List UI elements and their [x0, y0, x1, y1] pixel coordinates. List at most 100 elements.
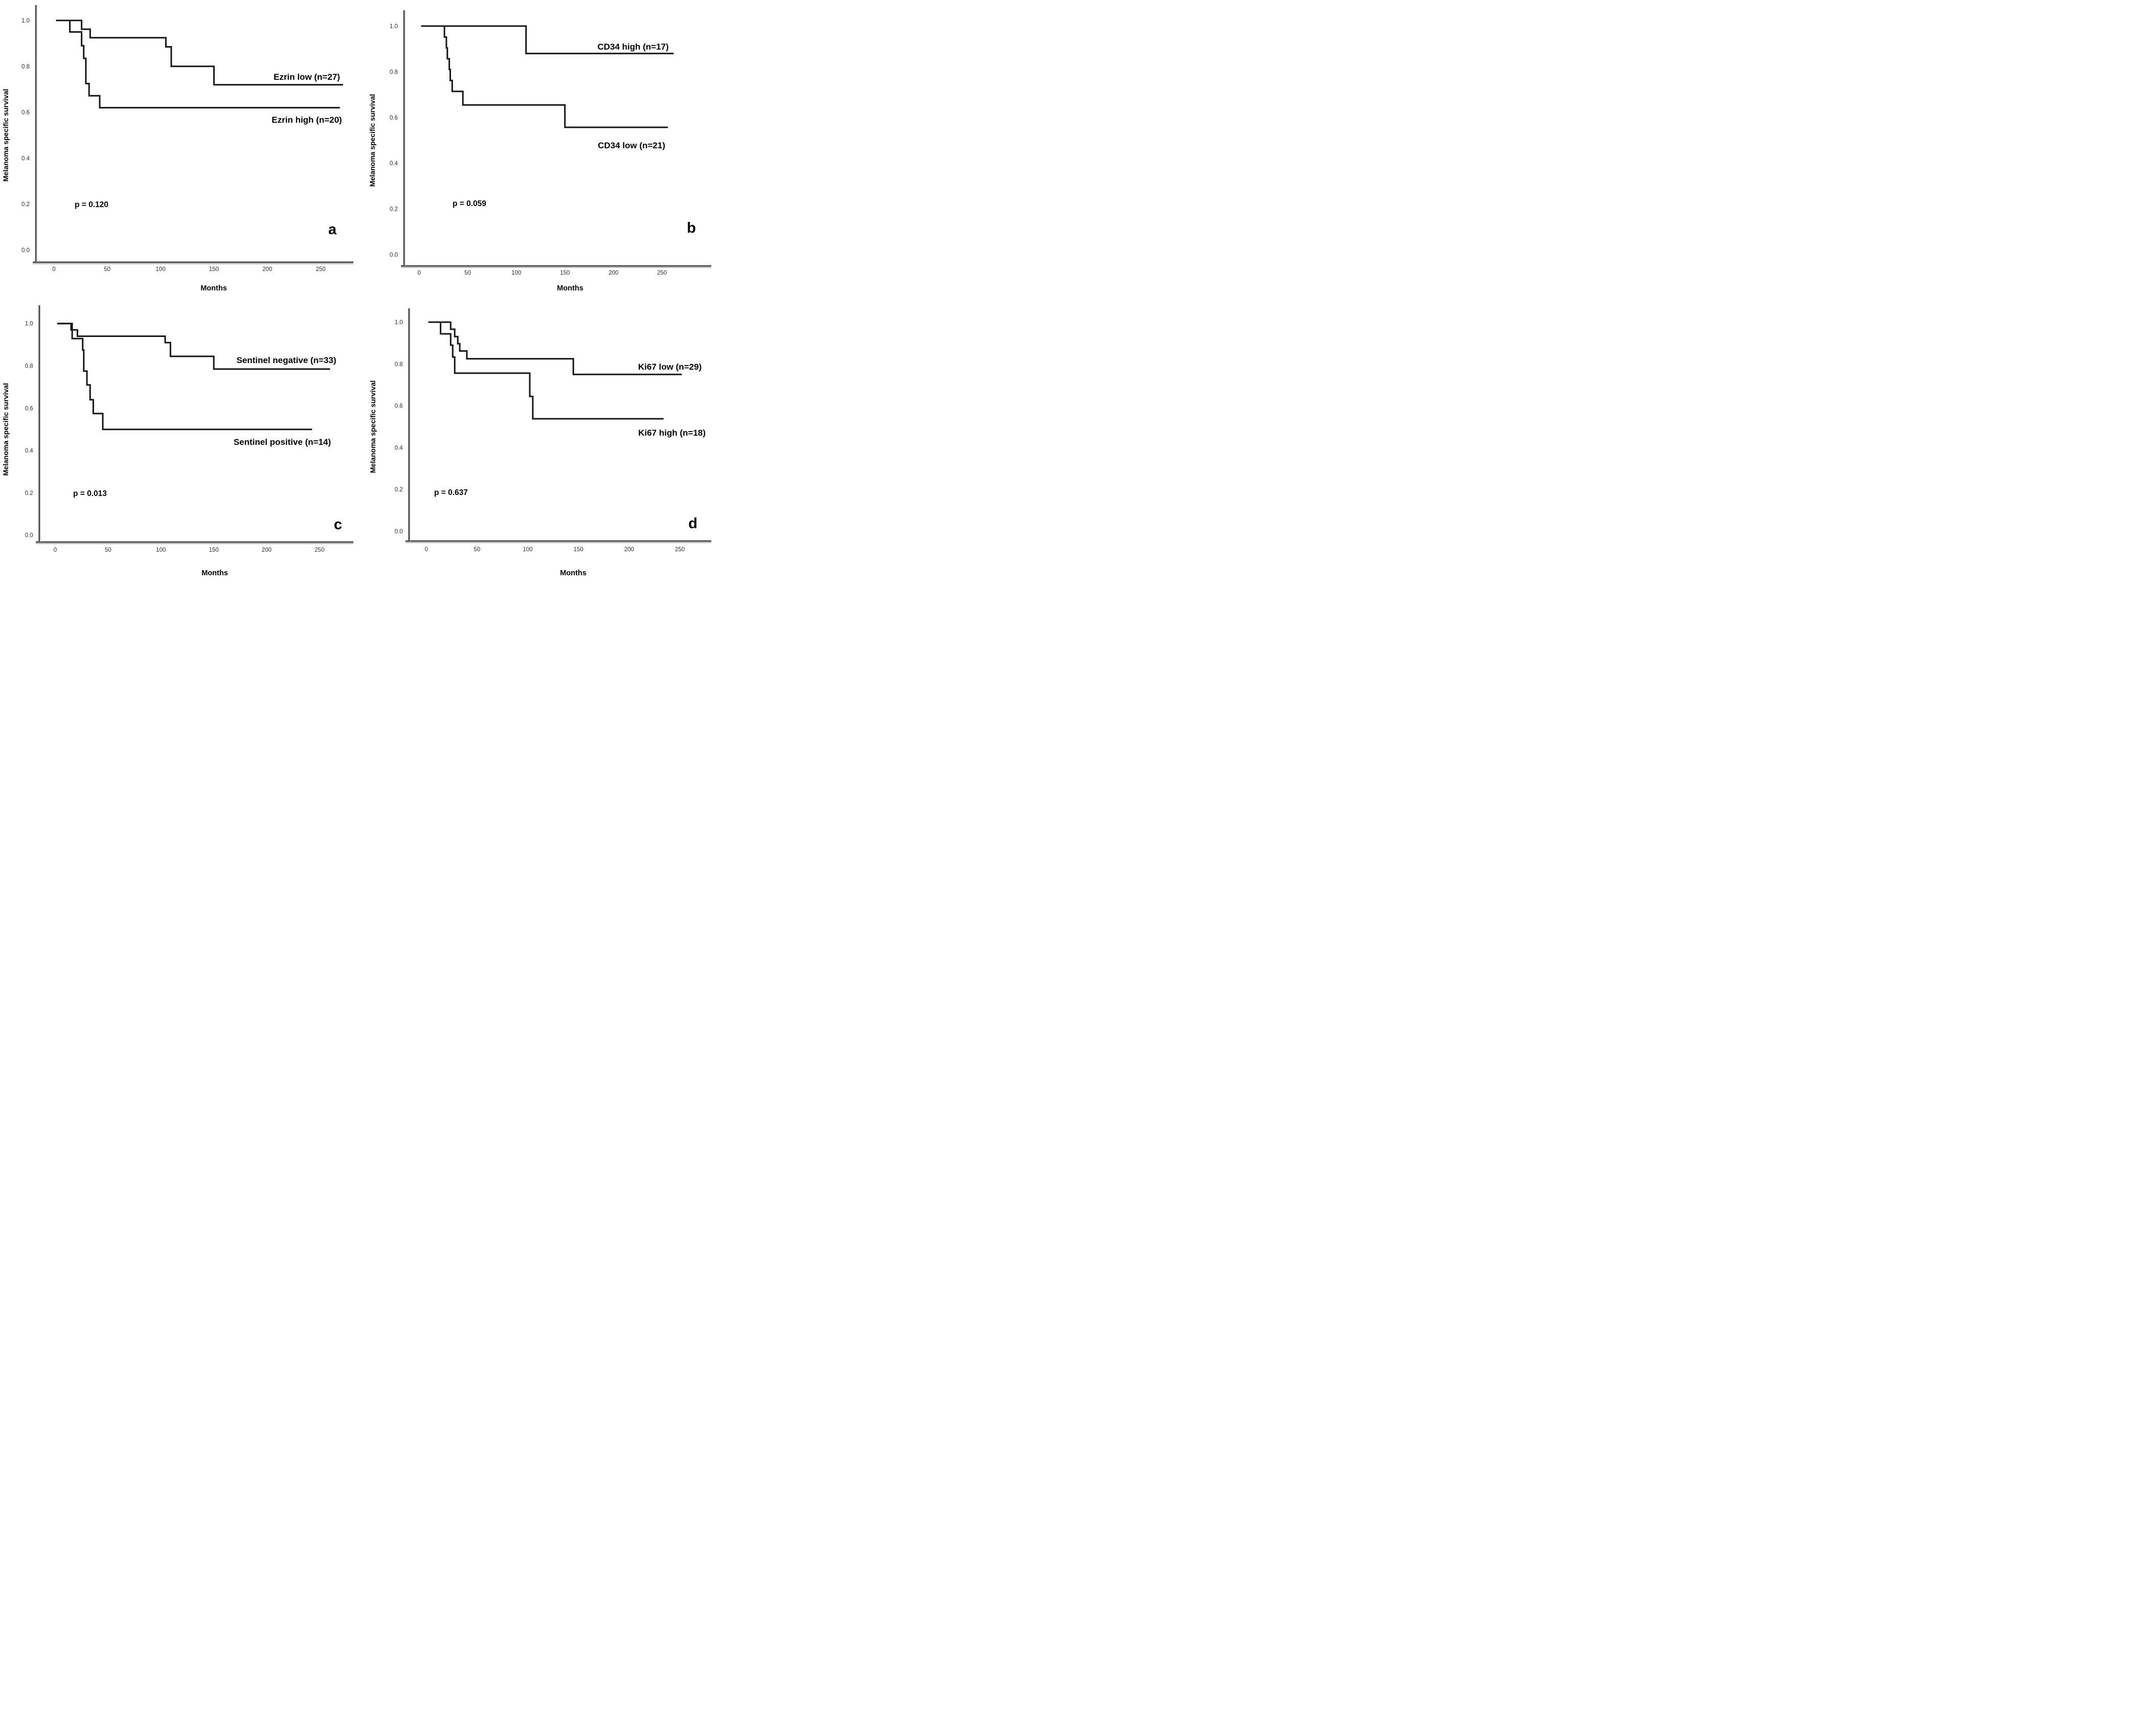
y-tick-label: 1.0 — [395, 320, 403, 326]
panel-d-chart: 1.0 0.8 0.6 0.4 0.2 0.0 0 50 100 150 200 250 Months M… — [369, 308, 711, 577]
panel-c-chart: 1.0 0.8 0.6 0.4 0.2 0.0 0 50 100 150 200 250 Months M… — [2, 305, 353, 577]
ki67-high-label: Ki67 high (n=18) — [638, 428, 706, 438]
y-tick-label: 1.0 — [25, 321, 33, 327]
x-tick-label: 100 — [156, 547, 166, 553]
x-tick-label: 50 — [474, 547, 480, 553]
y-tick-label: 0.4 — [21, 155, 30, 162]
y-axis-title: Melanoma specific survival — [369, 380, 377, 473]
x-axis — [401, 265, 711, 267]
cd34-low-label: CD34 low (n=21) — [598, 141, 665, 150]
y-tick-label: 0.2 — [25, 490, 33, 497]
x-axis-shadow — [401, 266, 711, 268]
cd34-low-curve — [421, 25, 668, 128]
p-value-label: p = 0.637 — [434, 488, 468, 497]
y-tick-label: 0.0 — [390, 252, 398, 258]
x-tick-label: 100 — [511, 270, 521, 276]
y-axis-title: Melanoma specific survival — [2, 383, 10, 476]
y-tick-label: 0.0 — [25, 533, 33, 539]
y-tick-label: 0.6 — [21, 110, 30, 116]
x-tick-label: 100 — [523, 547, 532, 553]
x-tick-label: 150 — [574, 547, 583, 553]
panel-a: 1.0 0.8 0.6 0.4 0.2 0.0 0 50 100 150 200 250 Months M… — [0, 0, 356, 295]
x-tick-label: 0 — [417, 270, 420, 276]
panel-c: 1.0 0.8 0.6 0.4 0.2 0.0 0 50 100 150 200 250 Months M… — [0, 295, 356, 579]
y-axis-shadow — [36, 5, 37, 262]
x-tick-label: 250 — [316, 266, 325, 273]
ezrin-low-label: Ezrin low (n=27) — [274, 72, 340, 82]
y-tick-label: 0.8 — [390, 69, 398, 75]
x-axis — [36, 541, 353, 543]
x-tick-label: 200 — [262, 547, 272, 553]
ezrin-high-curve — [56, 19, 340, 109]
y-axis-shadow — [39, 305, 41, 542]
sentinel-negative-label: Sentinel negative (n=33) — [236, 355, 336, 365]
x-axis — [33, 261, 353, 263]
panel-letter: d — [688, 515, 697, 532]
panel-b: 1.0 0.8 0.6 0.4 0.2 0.0 0 50 100 150 200 250 Months M… — [356, 0, 713, 295]
y-axis — [38, 305, 40, 542]
x-axis — [406, 540, 711, 542]
panel-letter: a — [328, 221, 337, 238]
ezrin-low-curve — [56, 19, 343, 86]
km-survival-figure: 1.0 0.8 0.6 0.4 0.2 0.0 0 50 100 150 200 250 Months M… — [0, 0, 713, 579]
cd34-high-label: CD34 high (n=17) — [597, 42, 668, 52]
y-axis — [35, 5, 37, 262]
y-axis-title: Melanoma specific survival — [2, 89, 10, 182]
y-tick-label: 0.2 — [390, 207, 398, 213]
x-tick-label: 250 — [675, 547, 685, 553]
x-tick-label: 0 — [424, 547, 427, 553]
x-tick-label: 250 — [657, 270, 667, 276]
x-axis-title: Months — [557, 284, 583, 292]
ezrin-high-label: Ezrin high (n=20) — [272, 115, 342, 125]
y-axis — [408, 308, 410, 541]
y-tick-label: 0.8 — [25, 364, 33, 370]
x-tick-label: 150 — [560, 270, 570, 276]
y-axis-shadow — [404, 10, 406, 266]
x-tick-label: 0 — [52, 266, 55, 273]
x-tick-label: 150 — [209, 266, 219, 273]
y-tick-label: 0.8 — [21, 64, 30, 70]
sentinel-positive-label: Sentinel positive (n=14) — [234, 437, 331, 447]
x-tick-label: 0 — [54, 547, 57, 553]
p-value-label: p = 0.013 — [73, 489, 107, 498]
ki67-high-curve — [428, 321, 664, 420]
y-tick-label: 0.2 — [395, 487, 403, 493]
x-axis-shadow — [33, 263, 353, 264]
y-tick-label: 0.2 — [21, 201, 30, 208]
x-tick-label: 200 — [262, 266, 272, 273]
y-tick-label: 0.6 — [395, 403, 403, 410]
y-tick-label: 0.4 — [390, 161, 398, 167]
x-tick-label: 200 — [609, 270, 618, 276]
panel-letter: c — [334, 516, 342, 533]
ki67-low-curve — [428, 321, 682, 375]
x-tick-label: 100 — [155, 266, 165, 273]
cd34-high-curve — [421, 25, 674, 55]
x-tick-label: 250 — [314, 547, 324, 553]
ki67-low-label: Ki67 low (n=29) — [638, 362, 702, 372]
x-axis-shadow — [36, 543, 353, 545]
x-tick-label: 200 — [624, 547, 634, 553]
x-tick-label: 50 — [104, 266, 110, 273]
x-axis-title: Months — [560, 569, 587, 577]
panel-a-chart: 1.0 0.8 0.6 0.4 0.2 0.0 0 50 100 150 200 250 Months M… — [2, 5, 353, 292]
x-axis-title: Months — [200, 284, 227, 292]
sentinel-positive-curve — [57, 323, 312, 431]
y-axis — [403, 10, 405, 266]
x-tick-label: 150 — [209, 547, 218, 553]
x-tick-label: 50 — [105, 547, 111, 553]
y-tick-label: 0.4 — [395, 445, 403, 451]
y-tick-label: 0.8 — [395, 362, 403, 368]
p-value-label: p = 0.120 — [75, 200, 108, 209]
y-axis-title: Melanoma specific survival — [368, 94, 376, 187]
y-tick-label: 0.6 — [25, 405, 33, 412]
panel-d: 1.0 0.8 0.6 0.4 0.2 0.0 0 50 100 150 200 250 Months M… — [356, 295, 713, 579]
y-tick-label: 0.4 — [25, 448, 34, 454]
panel-b-chart: 1.0 0.8 0.6 0.4 0.2 0.0 0 50 100 150 200 250 Months M… — [368, 10, 711, 292]
x-axis-title: Months — [201, 569, 228, 577]
sentinel-negative-curve — [57, 323, 330, 370]
y-tick-label: 0.0 — [395, 529, 403, 535]
y-tick-label: 1.0 — [21, 18, 30, 24]
y-tick-label: 0.0 — [21, 247, 30, 254]
y-tick-label: 1.0 — [390, 24, 398, 30]
panel-letter: b — [687, 220, 696, 236]
